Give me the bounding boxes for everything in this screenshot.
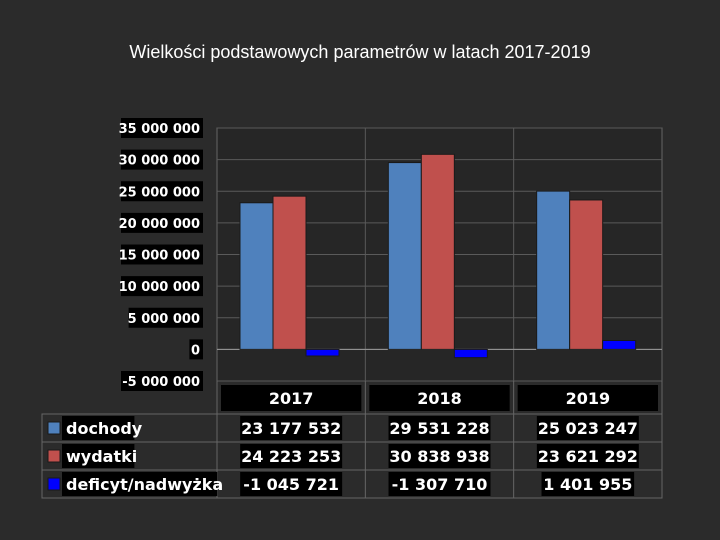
value-cell-bg (388, 444, 491, 468)
y-tick-label: 10 000 000 (119, 280, 200, 295)
year-label-bg (221, 385, 362, 411)
value-cell: 30 838 938 (389, 447, 489, 466)
y-tick-label: 30 000 000 (119, 154, 200, 169)
bar-deficyt-nadwy-ka-2018 (453, 348, 488, 359)
bar-wydatki-2017 (272, 195, 307, 350)
value-cell-bg (240, 416, 343, 440)
legend-swatch (47, 449, 61, 463)
bar-deficyt-nadwy-ka-2019 (602, 340, 637, 350)
y-tick-label: 35 000 000 (119, 122, 200, 137)
value-cell: 24 223 253 (241, 447, 341, 466)
y-tick-label-bg (121, 212, 203, 233)
y-tick-label-bg (121, 149, 203, 170)
y-tick-label: 20 000 000 (119, 217, 200, 232)
value-cell-bg (388, 472, 491, 496)
legend-label-bg (62, 416, 135, 440)
value-cell-bg (240, 472, 343, 496)
y-tick-label: 5 000 000 (128, 312, 200, 327)
value-cell: 29 531 228 (389, 419, 489, 438)
value-cell-bg (240, 444, 343, 468)
value-cell: 1 401 955 (543, 475, 632, 494)
bar-dochody-2019 (536, 190, 571, 350)
value-cell-bg (536, 444, 639, 468)
legend-swatch (47, 477, 61, 491)
y-tick-label-bg (121, 371, 203, 391)
year-label: 2017 (269, 389, 314, 408)
y-tick-label-bg (121, 276, 203, 297)
y-tick-label-bg (121, 244, 203, 265)
y-tick-label-bg (121, 118, 203, 138)
bar-dochody-2017 (239, 202, 274, 350)
value-cell: -1 045 721 (243, 475, 339, 494)
value-cell-bg (536, 416, 639, 440)
value-cell-bg (541, 472, 635, 496)
legend-label-bg (62, 472, 218, 496)
value-cell: 25 023 247 (538, 419, 638, 438)
chart-title: Wielkości podstawowych parametrów w lata… (129, 42, 591, 62)
y-tick-label-bg (189, 339, 203, 360)
bar-wydatki-2019 (569, 199, 604, 350)
y-tick-label-bg (121, 181, 203, 202)
value-cell-bg (388, 416, 491, 440)
value-cell: -1 307 710 (392, 475, 488, 494)
year-label-bg (369, 385, 510, 411)
legend-swatch (47, 421, 61, 435)
bar-deficyt-nadwy-ka-2017 (305, 348, 340, 357)
legend-label-bg (62, 444, 135, 468)
bar-dochody-2018 (387, 162, 422, 350)
year-label-bg (517, 385, 658, 411)
legend-label: wydatki (66, 447, 137, 466)
y-tick-label-bg (128, 307, 203, 328)
y-tick-label: 25 000 000 (119, 185, 200, 200)
legend-label: deficyt/nadwyżka (66, 475, 223, 494)
bar-wydatki-2018 (420, 153, 455, 350)
y-tick-label: 0 (191, 343, 200, 358)
year-label: 2018 (417, 389, 462, 408)
year-label: 2019 (566, 389, 611, 408)
y-tick-label: -5 000 000 (122, 375, 200, 390)
legend-label: dochody (66, 419, 143, 438)
value-cell: 23 621 292 (538, 447, 638, 466)
y-tick-label: 15 000 000 (119, 249, 200, 264)
value-cell: 23 177 532 (241, 419, 341, 438)
